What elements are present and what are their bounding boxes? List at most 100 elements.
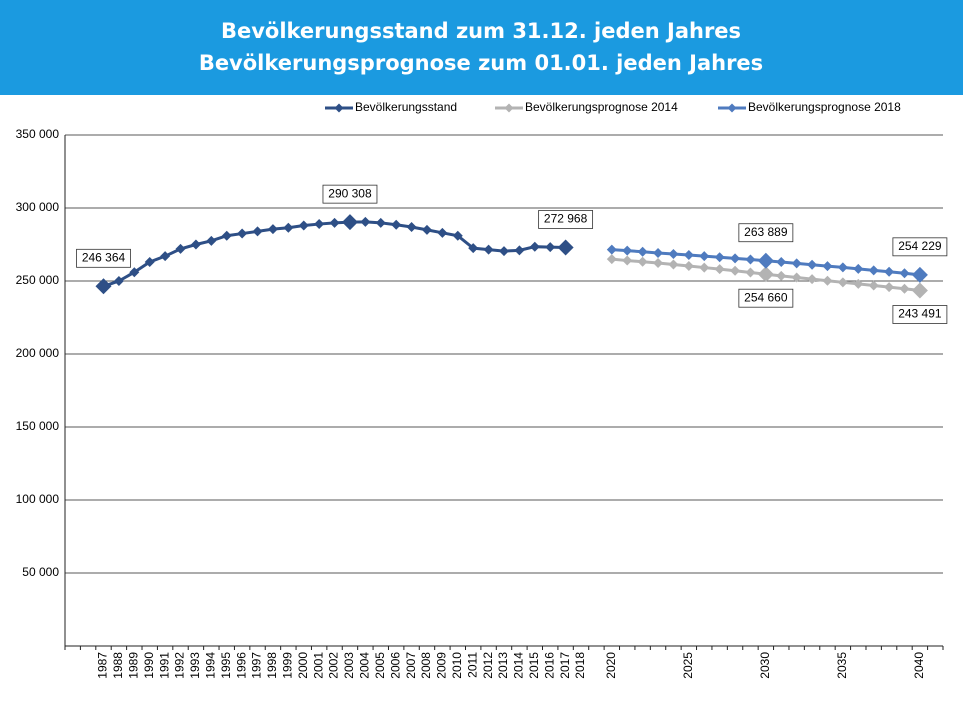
data-label-box xyxy=(892,305,948,324)
x-tick-label: 1998 xyxy=(265,652,279,679)
data-point xyxy=(745,254,756,265)
data-point xyxy=(668,248,679,259)
x-tick-label: 2025 xyxy=(681,652,695,679)
data-point xyxy=(221,230,232,241)
x-tick-label: 1999 xyxy=(281,652,295,679)
x-tick-label: 2020 xyxy=(604,652,618,679)
data-point xyxy=(283,222,294,233)
data-point xyxy=(190,239,201,250)
data-point xyxy=(95,278,112,295)
data-point xyxy=(668,259,679,270)
x-tick-label: 2015 xyxy=(527,652,541,679)
data-point xyxy=(267,224,278,235)
x-tick-label: 2005 xyxy=(373,652,387,679)
data-point xyxy=(683,260,694,271)
x-tick-label: 2004 xyxy=(358,652,372,679)
data-point xyxy=(757,252,774,269)
x-tick-label: 2002 xyxy=(327,652,341,679)
data-point xyxy=(791,258,802,269)
data-point xyxy=(791,272,802,283)
chart-title: Bevölkerungsstand zum 31.12. jeden Jahre… xyxy=(221,19,741,43)
data-point xyxy=(653,247,664,258)
x-tick-label: 1996 xyxy=(234,652,248,679)
data-point xyxy=(406,221,417,232)
y-tick-label: 350 000 xyxy=(16,127,60,141)
data-point xyxy=(653,258,664,269)
data-point xyxy=(129,267,140,278)
data-point xyxy=(899,283,910,294)
data-point xyxy=(160,251,171,262)
data-point xyxy=(807,274,818,285)
x-tick-label: 1994 xyxy=(204,652,218,679)
data-point xyxy=(421,224,432,235)
data-point xyxy=(699,251,710,262)
data-label-box xyxy=(322,184,378,204)
data-point xyxy=(683,250,694,261)
data-point xyxy=(499,246,509,257)
x-tick-label: 2035 xyxy=(835,652,849,679)
data-label: 290 308 xyxy=(328,186,372,200)
data-label-box xyxy=(538,210,594,229)
data-point xyxy=(360,216,371,227)
data-point xyxy=(341,214,358,231)
data-point xyxy=(911,282,928,299)
x-tick-label: 2030 xyxy=(758,652,772,679)
data-point xyxy=(468,243,479,254)
data-point xyxy=(822,275,833,286)
data-point xyxy=(545,242,556,253)
series-line xyxy=(103,220,566,288)
data-point xyxy=(637,246,648,257)
data-point xyxy=(868,280,879,291)
data-label: 254 660 xyxy=(744,290,788,304)
y-tick-label: 250 000 xyxy=(16,273,60,287)
data-point xyxy=(237,228,248,239)
data-point xyxy=(837,277,848,288)
y-tick-label: 100 000 xyxy=(16,492,60,506)
x-tick-label: 2017 xyxy=(558,652,572,679)
x-tick-label: 1995 xyxy=(219,652,233,679)
data-point xyxy=(730,265,741,276)
data-label: 246 364 xyxy=(82,250,126,264)
data-point xyxy=(437,227,448,238)
data-point xyxy=(714,264,725,275)
x-tick-label: 1992 xyxy=(173,652,187,679)
data-point xyxy=(899,268,910,279)
y-tick-label: 150 000 xyxy=(16,419,60,433)
data-point xyxy=(175,243,186,254)
legend-marker xyxy=(727,103,737,113)
legend-marker xyxy=(504,103,514,113)
data-point xyxy=(113,276,124,286)
data-point xyxy=(329,217,340,228)
data-point xyxy=(837,262,848,273)
data-point xyxy=(884,266,895,277)
data-point xyxy=(776,257,787,268)
data-label-box xyxy=(738,288,794,308)
x-tick-label: 2003 xyxy=(342,652,356,679)
data-label-box xyxy=(738,223,794,243)
x-tick-label: 2013 xyxy=(496,652,510,679)
x-tick-label: 2007 xyxy=(404,652,418,679)
data-label: 272 968 xyxy=(544,212,588,226)
x-tick-label: 2018 xyxy=(573,652,587,679)
data-point xyxy=(622,245,633,256)
x-tick-label: 1990 xyxy=(142,652,156,679)
data-label: 254 229 xyxy=(898,239,942,253)
x-tick-label: 1989 xyxy=(126,652,140,679)
y-tick-label: 50 000 xyxy=(22,565,59,579)
data-point xyxy=(206,235,217,246)
data-point xyxy=(606,254,617,265)
data-point xyxy=(868,265,879,276)
data-point xyxy=(911,266,928,283)
chart-subtitle: Bevölkerungsprognose zum 01.01. jeden Ja… xyxy=(199,51,763,75)
data-point xyxy=(776,270,787,281)
data-point xyxy=(807,259,818,270)
legend-label: Bevölkerungsprognose 2014 xyxy=(525,100,678,114)
data-label: 243 491 xyxy=(898,307,942,321)
data-point xyxy=(483,244,494,255)
data-point xyxy=(375,217,386,228)
x-tick-label: 2000 xyxy=(296,652,310,679)
x-tick-label: 2011 xyxy=(465,652,479,678)
header-band xyxy=(0,0,963,95)
data-point xyxy=(529,241,540,252)
